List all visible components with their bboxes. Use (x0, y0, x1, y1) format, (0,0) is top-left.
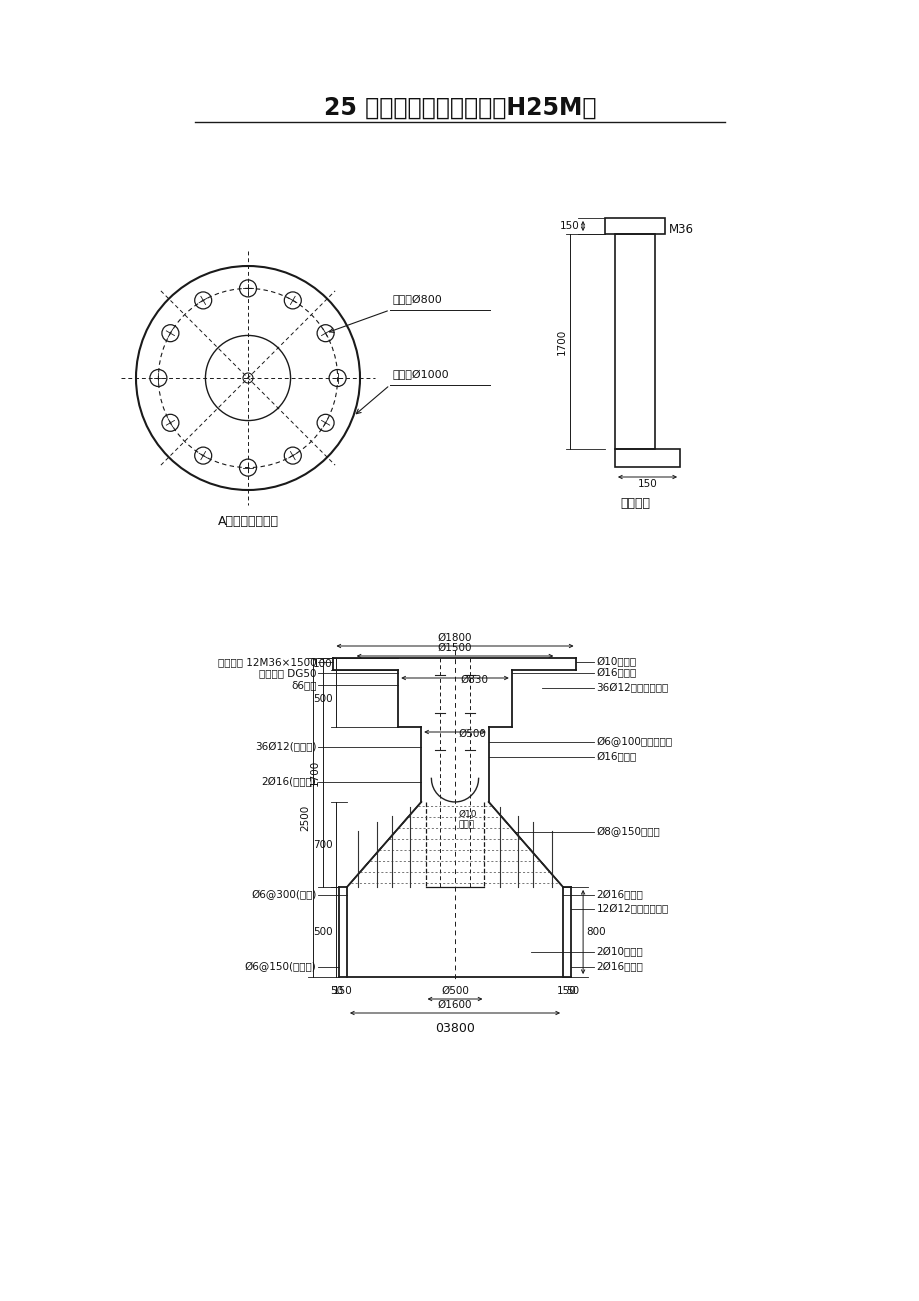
Text: Ø830: Ø830 (460, 675, 487, 686)
Text: 2Ø16（环）: 2Ø16（环） (596, 890, 642, 900)
Text: Ø500: Ø500 (458, 729, 485, 739)
Text: 2Ø16(接地极): 2Ø16(接地极) (261, 777, 316, 787)
Text: M36: M36 (668, 222, 693, 235)
Text: 36Ø12（外竖向筋）: 36Ø12（外竖向筋） (596, 683, 668, 693)
Text: 500: 500 (313, 693, 333, 704)
Text: 地脚螺栓 12M36×1500: 地脚螺栓 12M36×1500 (218, 657, 316, 667)
Text: 25 米高杆灯基础设施图（H25M）: 25 米高杆灯基础设施图（H25M） (323, 96, 596, 120)
Text: 150: 150 (333, 986, 353, 997)
Text: Ø10
（环）: Ø10 （环） (458, 811, 476, 830)
Text: 500: 500 (313, 928, 333, 937)
Text: 1700: 1700 (310, 760, 320, 786)
Text: 36Ø12(径向筋): 36Ø12(径向筋) (255, 742, 316, 752)
Text: Ø16（环）: Ø16（环） (596, 752, 636, 762)
Text: 150: 150 (637, 479, 657, 489)
Text: 2Ø16（环）: 2Ø16（环） (596, 961, 642, 972)
Text: 100: 100 (313, 660, 333, 669)
Text: δ6模板: δ6模板 (290, 680, 316, 690)
Text: Ø6@150(螺旋筋): Ø6@150(螺旋筋) (244, 961, 316, 972)
Text: 电缆穿管 DG50: 电缆穿管 DG50 (259, 667, 316, 678)
Text: 地脚螺栓: 地脚螺栓 (619, 497, 650, 510)
Text: 03800: 03800 (435, 1023, 474, 1036)
Text: A、法兰盘示意图: A、法兰盘示意图 (217, 515, 278, 528)
Text: Ø500: Ø500 (440, 986, 469, 997)
Bar (614, 234, 654, 449)
Text: Ø6@300(箍筋): Ø6@300(箍筋) (251, 890, 316, 900)
Text: 800: 800 (585, 928, 605, 937)
Text: 50: 50 (566, 986, 579, 997)
Text: 150: 150 (560, 221, 579, 232)
Text: Ø10（环）: Ø10（环） (596, 657, 636, 667)
Text: 2Ø10（环）: 2Ø10（环） (596, 947, 642, 958)
Text: 法兰盘Ø1000: 法兰盘Ø1000 (392, 369, 449, 380)
Text: 150: 150 (557, 986, 576, 997)
Text: 12Ø12（内竖向筋）: 12Ø12（内竖向筋） (596, 904, 668, 915)
Text: Ø16（环）: Ø16（环） (596, 667, 636, 678)
Text: Ø1600: Ø1600 (437, 1000, 471, 1010)
Text: 安装距Ø800: 安装距Ø800 (392, 295, 442, 304)
Text: Ø1800: Ø1800 (437, 634, 471, 643)
Text: Ø1500: Ø1500 (437, 643, 471, 653)
Text: 700: 700 (313, 839, 333, 850)
Text: Ø6@100（螺旋筋）: Ø6@100（螺旋筋） (596, 736, 672, 747)
Text: 50: 50 (330, 986, 343, 997)
Bar (614, 449, 679, 467)
Text: 2500: 2500 (300, 804, 310, 830)
Text: 1700: 1700 (556, 328, 566, 355)
Bar (605, 219, 664, 234)
Text: Ø8@150（环）: Ø8@150（环） (596, 826, 660, 837)
